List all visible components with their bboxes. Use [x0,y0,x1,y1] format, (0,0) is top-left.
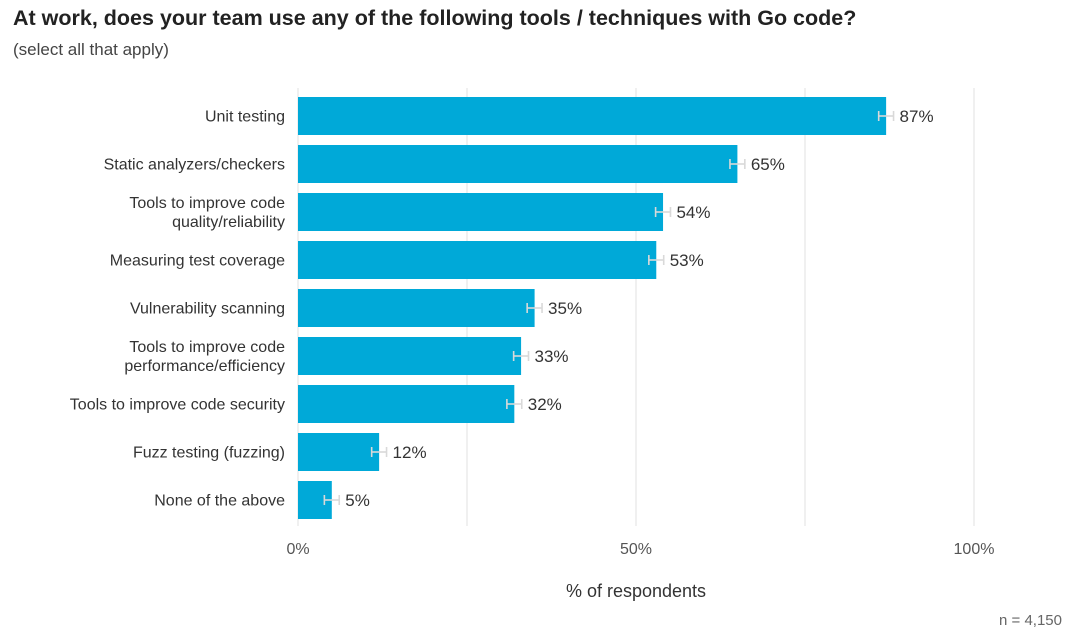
x-tick-label: 100% [954,541,995,558]
value-label: 87% [900,107,934,126]
category-label: Tools to improve code [129,195,285,212]
bar [298,337,522,375]
category-label: Measuring test coverage [110,253,285,270]
value-label: 65% [751,155,785,174]
chart-subtitle: (select all that apply) [13,40,169,59]
category-label: Vulnerability scanning [130,301,285,318]
category-label: Fuzz testing (fuzzing) [133,445,285,462]
sample-size: n = 4,150 [999,612,1062,629]
category-label: performance/efficiency [124,358,285,375]
value-label: 33% [535,347,569,366]
category-label: Unit testing [205,109,285,126]
category-label: None of the above [154,493,285,510]
value-label: 54% [676,203,710,222]
value-label: 35% [548,299,582,318]
x-axis-title: % of respondents [566,581,706,601]
bar [298,385,515,423]
bar [298,241,657,279]
value-label: 5% [345,491,370,510]
bar [298,97,887,135]
category-label: Tools to improve code security [70,397,285,414]
value-label: 12% [393,443,427,462]
category-label: quality/reliability [172,214,285,231]
x-tick-label: 50% [620,541,652,558]
bar [298,145,738,183]
value-label: 53% [670,251,704,270]
bar [298,193,664,231]
bar [298,433,380,471]
x-tick-label: 0% [286,541,309,558]
chart-title: At work, does your team use any of the f… [13,6,857,30]
category-label: Tools to improve code [129,339,285,356]
category-label: Static analyzers/checkers [104,157,285,174]
bar [298,289,535,327]
value-label: 32% [528,395,562,414]
